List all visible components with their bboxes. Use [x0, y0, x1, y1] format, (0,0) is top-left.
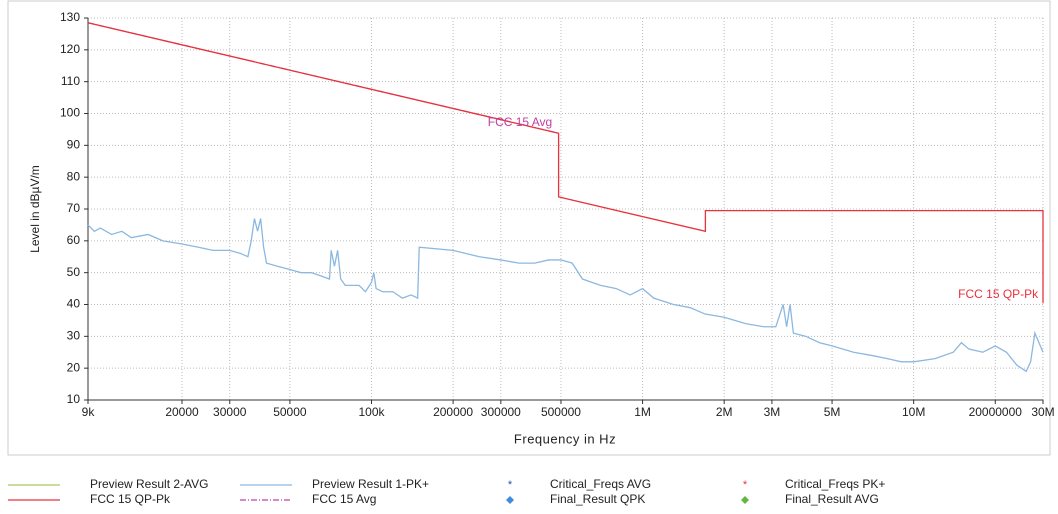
x-tick-label: 5M [824, 405, 841, 419]
chart-frame [7, 0, 1051, 456]
legend-item: * Critical_Freqs AVG [508, 477, 651, 491]
legend-label: FCC 15 QP-Pk [90, 492, 171, 506]
legend-label: FCC 15 Avg [312, 492, 376, 506]
x-tick-label: 200000 [433, 405, 473, 419]
x-tick-label: 10M [902, 405, 925, 419]
y-tick-label: 30 [67, 329, 81, 343]
legend-item: FCC 15 Avg [240, 492, 376, 506]
y-tick-label: 90 [67, 138, 81, 152]
y-tick-label: 60 [67, 233, 81, 247]
legend-item: Final_Result AVG [741, 492, 879, 506]
legend-label: Preview Result 2-AVG [90, 477, 208, 491]
legend-swatch: * [508, 479, 513, 491]
annotation: FCC 15 QP-Pk [958, 287, 1039, 301]
x-tick-label: 100k [358, 405, 385, 419]
legend-label: Final_Result AVG [785, 492, 879, 506]
series-line [87, 22, 1044, 303]
legend-swatch [741, 496, 749, 504]
y-tick-label: 10 [67, 392, 81, 406]
y-tick-label: 80 [67, 169, 81, 183]
y-axis-label: Level in dBµV/m [28, 165, 42, 253]
legend-label: Preview Result 1-PK+ [312, 477, 429, 491]
x-tick-label: 2M [716, 405, 733, 419]
legend-swatch: * [743, 479, 748, 491]
y-tick-label: 20 [67, 360, 81, 374]
x-tick-label: 20000000 [969, 405, 1023, 419]
x-tick-label: 9k [82, 405, 96, 419]
legend-swatch [506, 496, 514, 504]
series-line [87, 218, 1044, 373]
x-tick-label: 50000 [273, 405, 307, 419]
legend-label: Critical_Freqs PK+ [785, 477, 885, 491]
x-tick-label: 20000 [165, 405, 199, 419]
y-tick-label: 100 [60, 106, 80, 120]
x-tick-label: 1M [634, 405, 651, 419]
legend-item: FCC 15 QP-Pk [8, 492, 171, 506]
y-tick-label: 130 [60, 10, 80, 24]
x-tick-label: 500000 [541, 405, 581, 419]
x-tick-label: 300000 [481, 405, 521, 419]
x-tick-label: 30M [1031, 405, 1054, 419]
legend-item: * Critical_Freqs PK+ [743, 477, 886, 491]
x-tick-label: 30000 [213, 405, 247, 419]
legend-item: Preview Result 1-PK+ [240, 477, 429, 491]
legend-label: Final_Result QPK [550, 492, 645, 506]
legend-item: Final_Result QPK [506, 492, 645, 506]
y-tick-label: 70 [67, 201, 81, 215]
y-tick-label: 110 [61, 74, 80, 88]
y-tick-label: 50 [67, 265, 81, 279]
x-tick-label: 3M [764, 405, 781, 419]
y-tick-label: 40 [67, 297, 81, 311]
x-axis-label: Frequency in Hz [514, 431, 616, 446]
legend-label: Critical_Freqs AVG [550, 477, 651, 491]
y-tick-label: 120 [60, 42, 80, 56]
legend-item: Preview Result 2-AVG [8, 477, 208, 491]
annotation: FCC 15 Avg [488, 115, 552, 129]
